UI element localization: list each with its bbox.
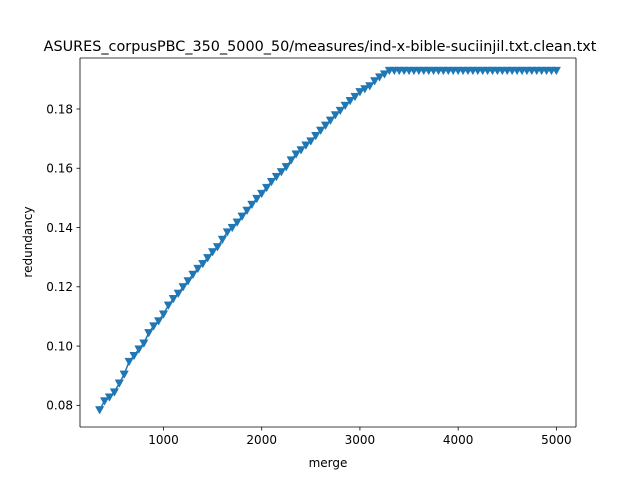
y-tick-label: 0.14 [46, 221, 73, 235]
data-point-marker [296, 146, 306, 155]
data-point-marker [134, 345, 144, 354]
data-point-marker [198, 260, 208, 269]
x-axis-ticks: 1000 2000 3000 4000 5000 [148, 427, 572, 447]
data-point-marker [168, 295, 178, 304]
data-point-marker [104, 393, 115, 402]
x-axis-label: merge [309, 456, 348, 470]
data-point-marker [271, 172, 282, 182]
x-tick-label: 1000 [148, 433, 179, 447]
x-tick-label: 3000 [345, 433, 376, 447]
x-tick-label: 5000 [541, 433, 572, 447]
data-point-marker [129, 351, 139, 361]
data-point-marker [95, 406, 105, 415]
data-point-marker [183, 277, 193, 286]
data-point-marker [178, 283, 188, 292]
data-point-marker [286, 156, 296, 165]
data-point-marker [261, 183, 272, 193]
data-point-marker [188, 270, 198, 280]
data-point-marker [316, 126, 326, 136]
y-tick-label: 0.08 [46, 399, 73, 413]
data-point-marker [114, 379, 124, 388]
data-point-marker [257, 189, 267, 199]
data-point-marker [237, 212, 247, 221]
data-point-marker [301, 141, 311, 150]
data-point-marker [266, 177, 277, 187]
x-tick-label: 2000 [246, 433, 277, 447]
series-markers [95, 66, 561, 415]
data-point-marker [320, 121, 331, 130]
data-point-marker [551, 66, 561, 76]
data-point-marker [335, 106, 345, 116]
data-point-marker [119, 370, 129, 379]
data-point-marker [355, 88, 365, 97]
y-tick-label: 0.12 [46, 280, 73, 294]
data-point-marker [311, 132, 321, 141]
data-point-marker [153, 317, 164, 326]
data-point-marker [252, 194, 262, 204]
y-tick-label: 0.16 [46, 162, 73, 176]
data-point-marker [149, 322, 159, 331]
data-point-marker [374, 73, 385, 82]
data-point-marker [144, 329, 154, 338]
y-tick-label: 0.18 [46, 102, 73, 116]
data-point-marker [242, 206, 252, 216]
data-point-marker [124, 357, 134, 367]
data-point-marker [276, 168, 286, 177]
data-point-marker [173, 289, 183, 299]
data-point-marker [207, 248, 218, 257]
data-point-marker [360, 85, 370, 94]
data-point-marker [340, 101, 350, 111]
plot-area [80, 58, 576, 427]
data-point-marker [281, 163, 291, 172]
data-point-marker [163, 301, 174, 310]
data-point-marker [345, 97, 355, 106]
data-point-marker [158, 310, 169, 319]
x-tick-label: 4000 [443, 433, 474, 447]
data-point-marker [222, 228, 232, 237]
data-point-marker [212, 243, 223, 252]
data-point-marker [370, 77, 380, 86]
data-point-marker [365, 82, 375, 91]
data-point-marker [227, 223, 237, 233]
data-point-marker [306, 137, 316, 146]
data-point-marker [203, 254, 213, 263]
data-point-marker [109, 388, 120, 397]
data-point-marker [330, 111, 340, 120]
plot-frame [79, 57, 577, 428]
data-point-marker [379, 70, 390, 79]
y-axis-ticks: 0.08 0.10 0.12 0.14 0.16 0.18 [46, 102, 80, 413]
data-point-marker [247, 200, 257, 210]
data-point-marker [193, 264, 203, 274]
y-tick-label: 0.10 [46, 339, 73, 353]
data-point-marker [325, 116, 336, 125]
chart-title: ASURES_corpusPBC_350_5000_50/measures/in… [44, 39, 597, 55]
data-point-marker [139, 339, 149, 348]
data-point-marker [99, 397, 110, 406]
y-axis-label: redundancy [21, 206, 35, 277]
data-point-marker [217, 235, 228, 245]
data-point-marker [350, 92, 360, 102]
data-point-marker [232, 218, 242, 227]
data-point-marker [291, 150, 301, 159]
